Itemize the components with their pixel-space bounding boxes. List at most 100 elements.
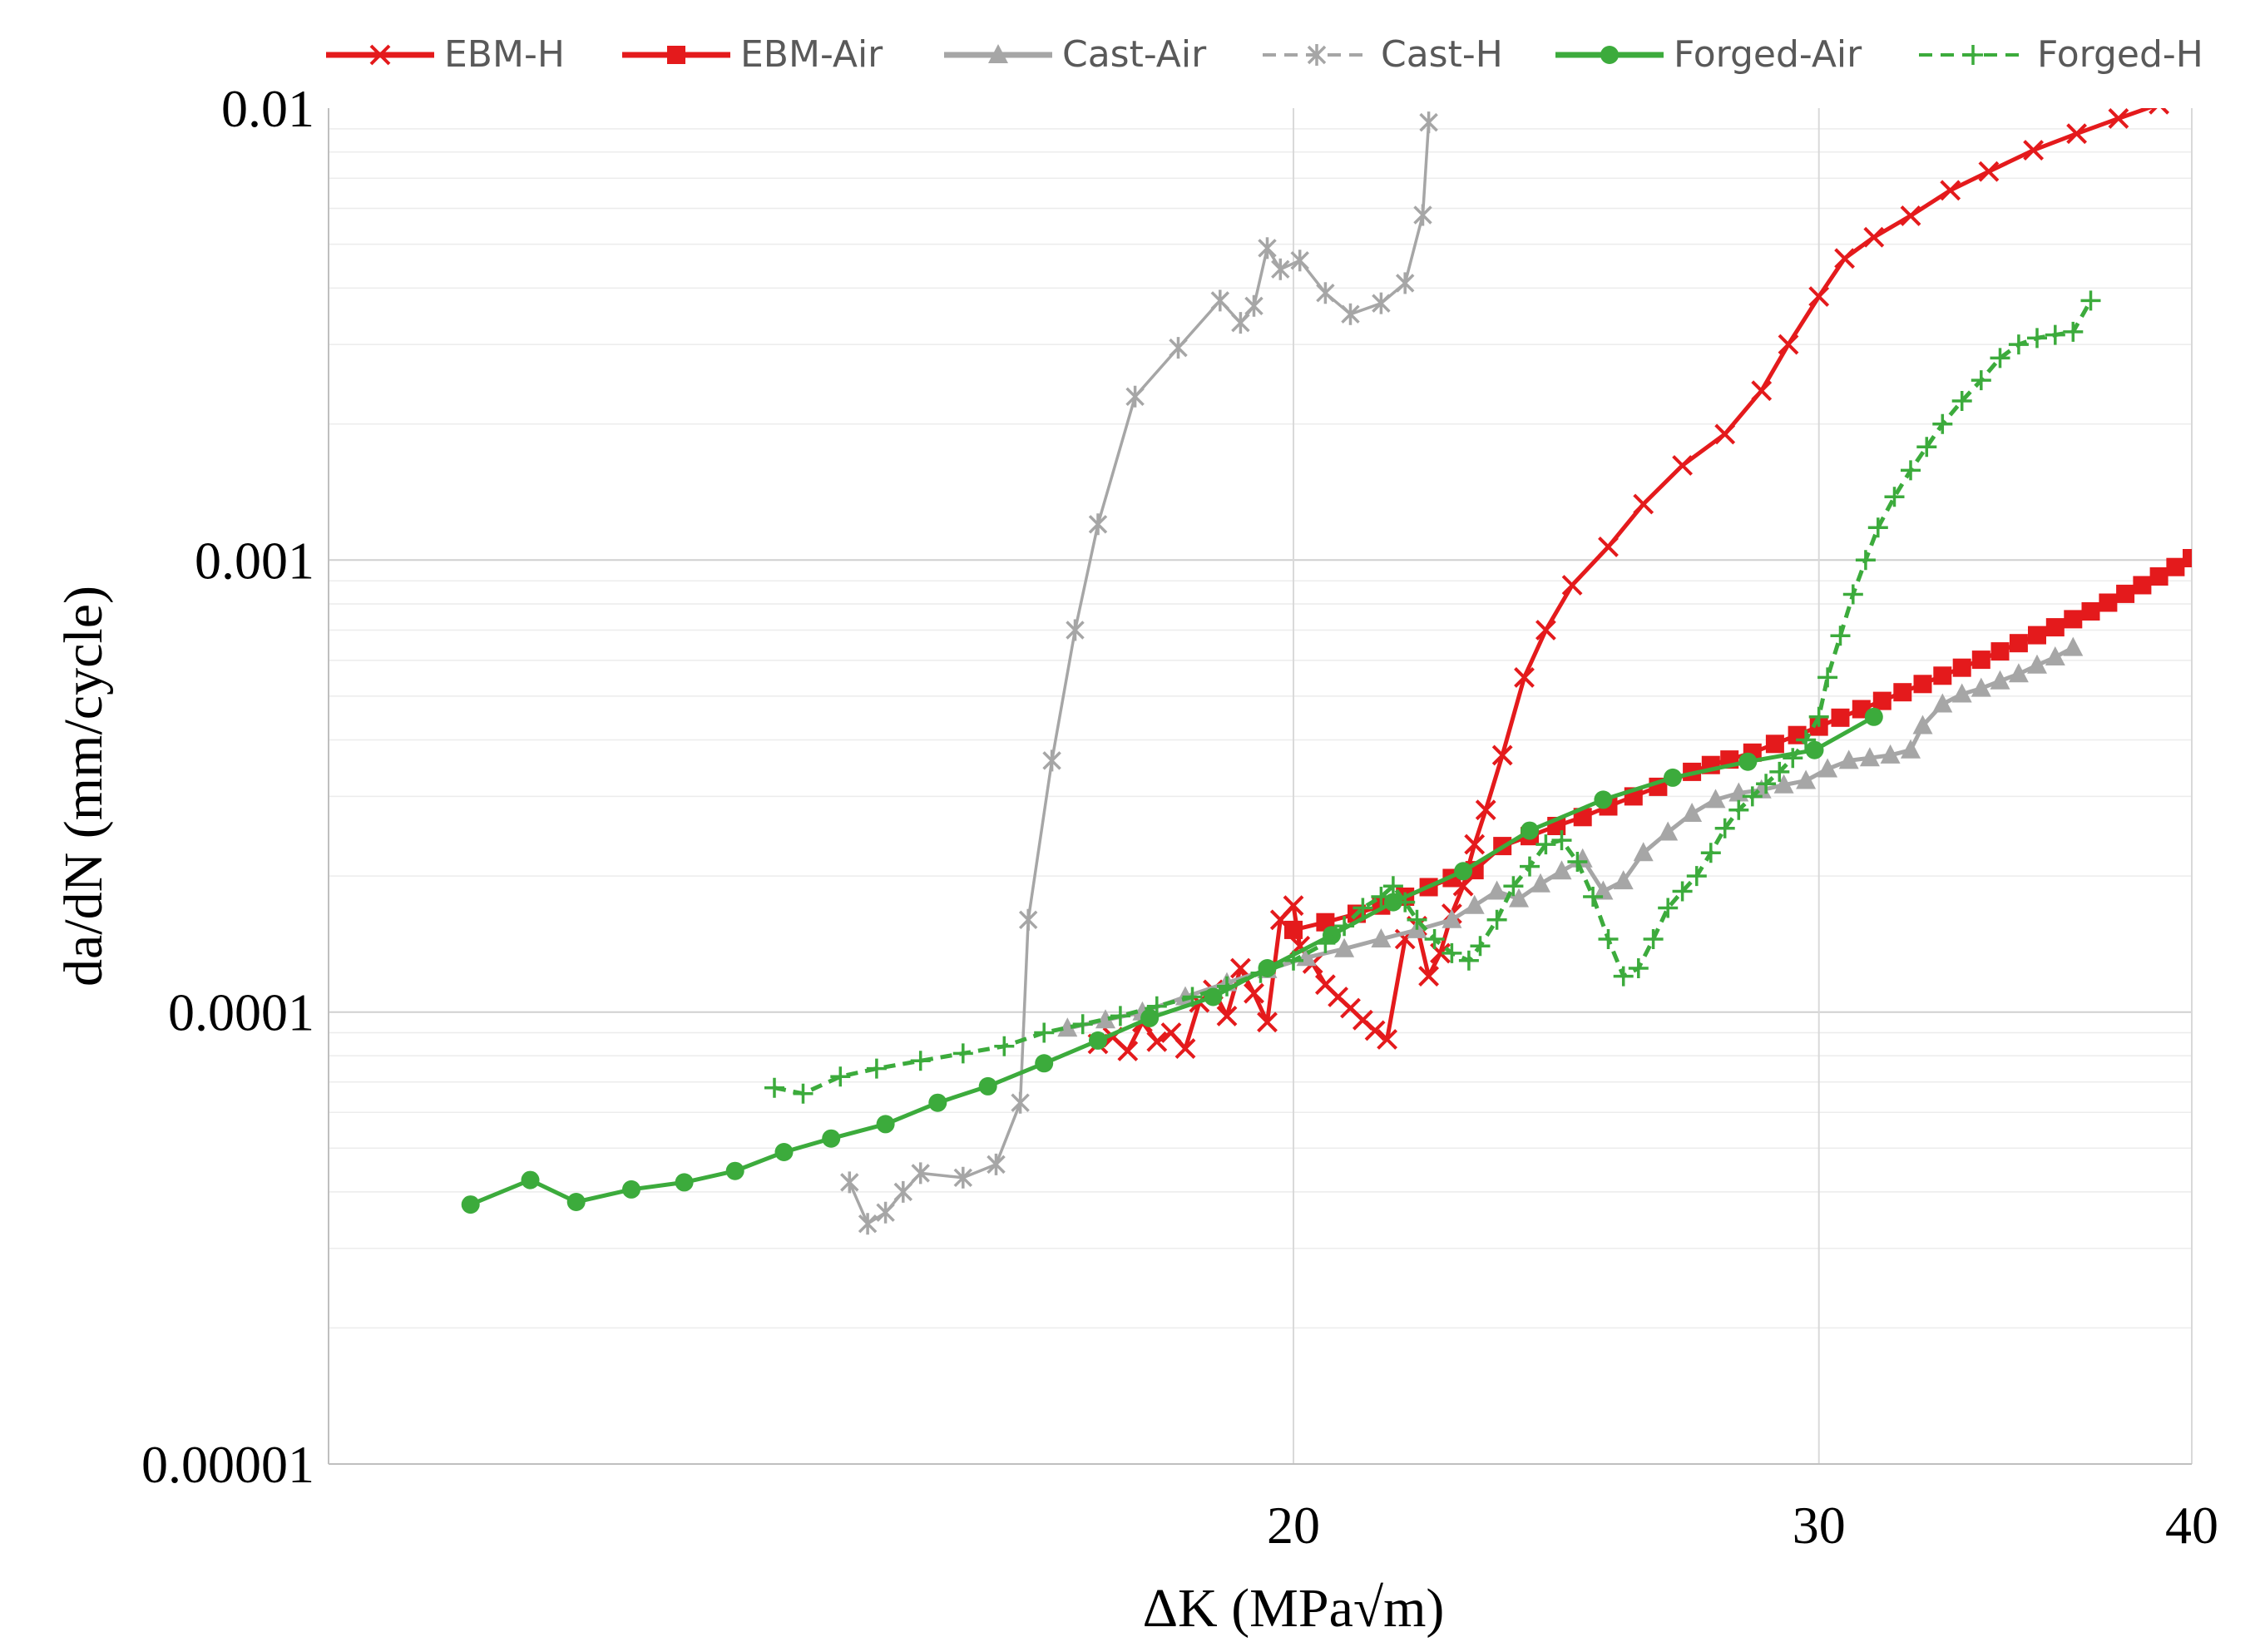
data-point-forged-h (2045, 324, 2065, 345)
data-point-forged-h (1110, 1006, 1130, 1026)
data-point-forged-h (830, 1066, 851, 1087)
data-point-forged-h (1146, 996, 1167, 1016)
data-point-forged-h (1867, 517, 1888, 538)
data-point-forged-h (1916, 437, 1937, 458)
data-point-ebm-air (2009, 634, 2028, 653)
data-point-forged-h (793, 1083, 813, 1104)
data-point-cast-air (1442, 908, 1462, 928)
data-point-cast-h (1088, 513, 1108, 536)
data-point-cast-air (1057, 1017, 1078, 1037)
data-point-ebm-h (2023, 140, 2045, 161)
data-point-ebm-h (1377, 1029, 1398, 1050)
data-point-forged-h (1567, 852, 1588, 872)
series-cast-h (840, 111, 1438, 1235)
data-point-forged-h (1700, 843, 1721, 863)
data-point-cast-air (1796, 769, 1817, 789)
data-point-forged-h (1407, 909, 1427, 930)
data-point-ebm-air (1971, 650, 1990, 670)
data-point-ebm-h (1146, 1031, 1168, 1052)
data-point-forged-h (1901, 460, 1921, 481)
legend-item-ebm-h: EBM-H (326, 33, 565, 76)
legend-marker (667, 46, 685, 64)
legend: EBM-H EBM-Air Cast-Air Cast-H Forged-Air Forg… (326, 33, 2203, 76)
data-point-cast-h (858, 1213, 878, 1235)
data-point-forged-h (1424, 929, 1445, 949)
data-point-forged-h (1315, 932, 1336, 953)
legend-label: EBM-H (444, 33, 565, 76)
data-point-forged-h (1551, 830, 1572, 851)
data-point-forged-air (1664, 768, 1682, 787)
data-point-forged-h (2008, 334, 2029, 355)
data-point-forged-h (1217, 976, 1237, 997)
data-point-cast-h (840, 1171, 859, 1194)
x-tick-label: 20 (1267, 1496, 1320, 1555)
data-point-ebm-h (1633, 493, 1654, 515)
data-point-cast-air (1371, 928, 1392, 947)
data-point-forged-h (1486, 909, 1507, 930)
data-point-forged-h (1830, 626, 1851, 646)
data-point-ebm-h (1244, 982, 1264, 1004)
legend-item-cast-h: Cast-H (1263, 33, 1503, 76)
data-point-forged-h (2080, 290, 2101, 311)
data-point-cast-h (1258, 237, 1277, 260)
data-point-forged-h (1034, 1022, 1055, 1043)
data-point-forged-air (725, 1161, 744, 1180)
data-point-ebm-h (1808, 286, 1830, 307)
data-point-forged-air (822, 1129, 841, 1148)
data-point-forged-air (1521, 821, 1539, 840)
data-point-forged-air (521, 1170, 540, 1190)
data-point-forged-h (1628, 958, 1649, 978)
data-point-ebm-h (1364, 1020, 1386, 1041)
data-point-cast-h (911, 1162, 930, 1185)
data-point-forged-air (1864, 707, 1883, 726)
data-point-cast-air (1551, 860, 1572, 880)
y-tick-label: 0.01 (221, 79, 314, 138)
data-point-cast-air (1773, 774, 1794, 794)
data-point-ebm-h (1672, 455, 1694, 476)
data-point-forged-h (1817, 667, 1838, 688)
data-point-ebm-air (1284, 920, 1303, 939)
data-point-cast-air (1633, 842, 1654, 862)
data-point-ebm-h (1900, 205, 1921, 226)
data-point-ebm-air (1893, 683, 1912, 702)
data-point-forged-h (1470, 936, 1491, 957)
data-point-forged-air (566, 1193, 586, 1211)
data-point-cast-air (1859, 747, 1880, 767)
data-point-cast-air (2008, 663, 2029, 683)
data-point-cast-h (1231, 312, 1250, 334)
data-point-cast-h (1372, 292, 1391, 314)
data-point-cast-air (1971, 677, 1991, 697)
series-forged-h (764, 290, 2101, 1104)
data-point-cast-h (1395, 272, 1415, 294)
data-point-forged-h (1371, 887, 1392, 907)
data-point-ebm-air (1872, 691, 1892, 710)
data-point-cast-h (876, 1201, 895, 1224)
data-point-cast-h (1042, 749, 1061, 772)
data-point-ebm-h (1216, 1005, 1238, 1026)
data-point-forged-h (1884, 487, 1905, 507)
data-point-ebm-h (1491, 744, 1513, 766)
data-point-cast-h (1244, 294, 1263, 317)
data-point-ebm-h (2108, 108, 2129, 129)
legend-label: Cast-H (1381, 33, 1503, 76)
data-point-ebm-h (1283, 895, 1304, 917)
data-point-cast-air (1682, 803, 1703, 822)
data-point-cast-h (1169, 337, 1188, 359)
data-point-cast-air (1838, 749, 1859, 769)
y-tick-label: 0.00001 (141, 1435, 314, 1494)
data-point-forged-air (1594, 790, 1613, 809)
data-point-forged-air (928, 1093, 947, 1112)
data-point-ebm-h (1778, 334, 1799, 355)
data-point-forged-h (1932, 413, 1953, 434)
data-point-cast-h (1419, 111, 1438, 134)
legend-marker (988, 44, 1008, 63)
legend-marker (369, 44, 391, 66)
data-point-ebm-air (2064, 610, 2083, 629)
data-point-ebm-h (1464, 833, 1486, 855)
data-point-forged-h (1769, 761, 1790, 782)
legend-label: Cast-Air (1062, 33, 1207, 76)
data-point-ebm-air (2099, 593, 2118, 612)
data-point-ebm-h (1257, 1011, 1278, 1033)
data-point-cast-air (1932, 693, 1953, 713)
data-point-forged-h (1382, 876, 1403, 897)
